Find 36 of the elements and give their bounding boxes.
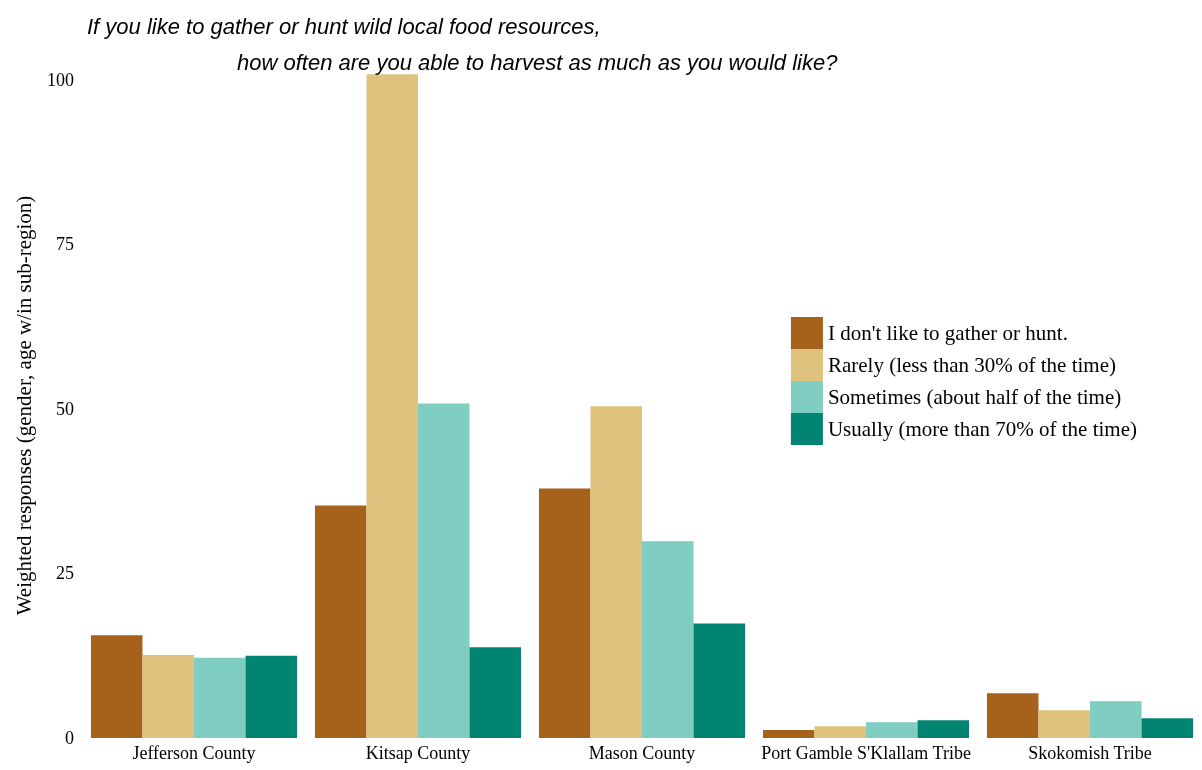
bar <box>418 403 470 738</box>
legend-label: I don't like to gather or hunt. <box>827 321 1068 345</box>
y-tick-label: 75 <box>56 234 74 255</box>
bar <box>1090 701 1142 738</box>
x-tick-label: Mason County <box>588 743 696 763</box>
bar <box>366 74 418 738</box>
bar <box>693 623 746 738</box>
y-tick-label: 50 <box>56 398 74 419</box>
x-tick-label: Jefferson County <box>132 743 256 763</box>
bar <box>314 505 367 738</box>
bar <box>1038 710 1090 738</box>
y-axis-title: Weighted responses (gender, age w/in sub-region) <box>11 195 36 616</box>
bar <box>1141 718 1194 738</box>
legend-label: Sometimes (about half of the time) <box>827 385 1122 409</box>
bar <box>917 720 970 738</box>
y-tick-label: 100 <box>47 69 74 90</box>
bar <box>245 655 298 738</box>
bar <box>866 722 918 738</box>
y-tick-label: 0 <box>65 728 74 748</box>
bar <box>642 541 694 738</box>
bar <box>762 730 815 738</box>
chart-title: If you like to gather or hunt wild local food resources, how often are you able to harvest as much as you would like? <box>87 13 839 75</box>
x-tick-label: Skokomish Tribe <box>1028 743 1152 763</box>
bar <box>814 726 866 738</box>
legend-label: Rarely (less than 30% of the time) <box>827 353 1117 377</box>
bar <box>986 693 1039 738</box>
x-tick-label: Port Gamble S'Klallam Tribe <box>761 743 971 763</box>
bar <box>590 406 642 738</box>
bar <box>194 657 246 738</box>
bar <box>90 635 143 738</box>
bar <box>142 655 194 738</box>
bar <box>469 647 522 738</box>
bar <box>538 488 591 738</box>
y-tick-label: 25 <box>56 563 74 584</box>
x-tick-label: Kitsap County <box>365 743 471 763</box>
legend-label: Usually (more than 70% of the time) <box>827 417 1138 441</box>
